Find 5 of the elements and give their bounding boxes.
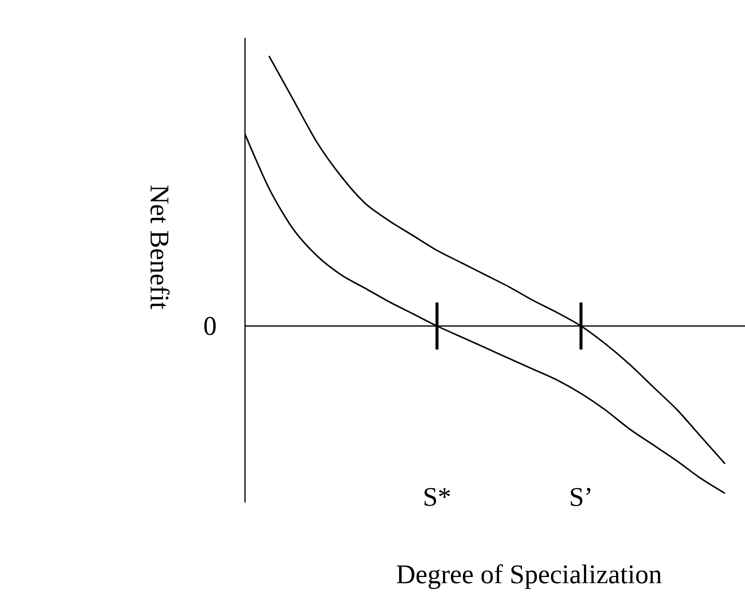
y-axis-title: Net Benefit <box>150 185 170 310</box>
text: 0 <box>204 316 216 336</box>
x-tick-label: S* <box>424 488 450 506</box>
x-axis-title: Degree of Specialization <box>396 564 662 589</box>
x-tick-label: S’ <box>570 488 590 506</box>
